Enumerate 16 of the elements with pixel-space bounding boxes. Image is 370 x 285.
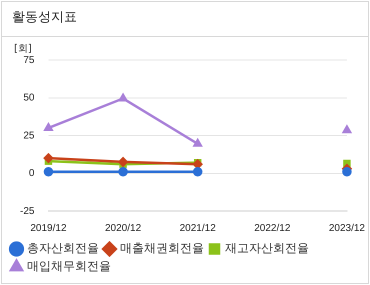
x-tick-label: 2021/12 <box>180 222 216 234</box>
x-tick-label: 2019/12 <box>30 222 67 234</box>
y-axis-title: [회] <box>14 44 32 55</box>
y-tick-label: 50 <box>23 92 35 104</box>
y-tick-label: -25 <box>20 206 35 217</box>
legend-label: 총자산회전율 <box>27 241 99 256</box>
y-tick-label: 0 <box>28 168 35 179</box>
y-tick-label: 75 <box>23 54 35 66</box>
legend-label: 매입채무회전율 <box>27 259 111 274</box>
x-tick-label: 2020/12 <box>104 222 142 234</box>
y-tick-label: 25 <box>23 130 35 142</box>
legend-label: 매출채권회전율 <box>120 241 204 256</box>
x-tick-label: 2023/12 <box>328 222 366 234</box>
chart-title: 활동성지표 <box>2 2 368 37</box>
legend-label: 재고자산회전율 <box>225 241 309 256</box>
x-tick-label: 2022/12 <box>254 222 291 234</box>
